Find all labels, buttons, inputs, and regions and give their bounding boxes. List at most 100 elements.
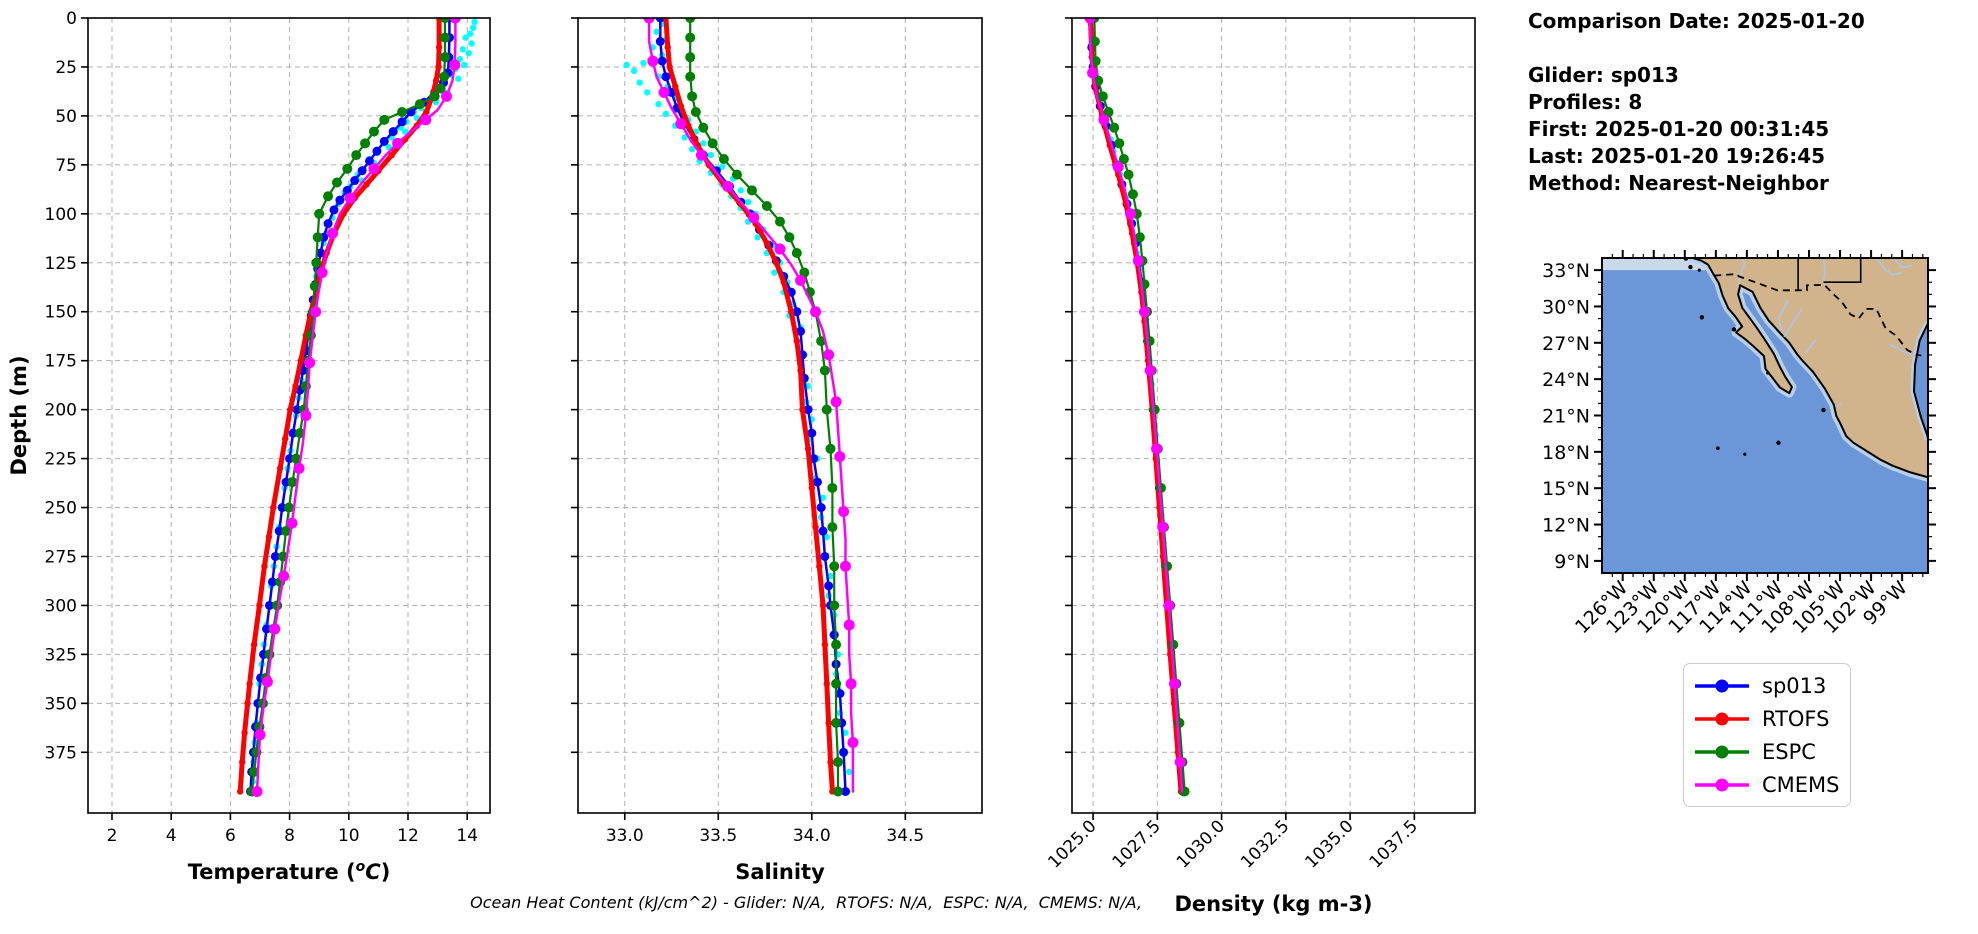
profile-count: Profiles: 8 <box>1528 90 1643 114</box>
plot-area <box>623 18 859 797</box>
series-ESPC <box>685 18 843 797</box>
map-ticks <box>1594 250 1936 581</box>
map-inset: 33°N30°N27°N24°N21°N18°N15°N12°N9°N126°W… <box>1542 250 1936 638</box>
legend: sp013 RTOFS ESPC CMEMS <box>1683 663 1851 807</box>
y-tick-label: 350 <box>45 694 77 714</box>
island <box>1766 371 1770 375</box>
first-profile-time: First: 2025-01-20 00:31:45 <box>1528 117 1830 141</box>
legend-label: RTOFS <box>1762 706 1830 731</box>
island <box>1731 327 1737 332</box>
plot-area <box>236 18 478 797</box>
x-tick-label: 1035.0 <box>1301 816 1357 872</box>
glider-raw-scatter <box>249 18 478 795</box>
island <box>1716 446 1720 451</box>
island <box>1688 264 1693 270</box>
map-lat-tick-label: 9°N <box>1554 551 1590 573</box>
y-tick-label: 100 <box>45 205 77 225</box>
island <box>1699 315 1705 320</box>
map-lat-tick-label: 21°N <box>1542 406 1590 428</box>
rtofs-line-marker-icon <box>1695 712 1749 725</box>
espc-line-marker-icon <box>1695 745 1749 758</box>
map-lat-tick-label: 30°N <box>1542 296 1590 318</box>
x-tick-label: 10 <box>338 826 360 846</box>
y-axis <box>1065 17 1072 754</box>
state-boundary <box>1823 258 1862 283</box>
y-axis: 0 25 50 75 100 125 150 175 200 225 250 275 300 325 350… <box>45 9 88 763</box>
river <box>1778 300 1790 331</box>
comparison-date: Comparison Date: 2025-01-20 <box>1528 9 1865 33</box>
island <box>1821 407 1826 413</box>
x-tick-label: 1027.5 <box>1109 816 1165 872</box>
y-tick-label: 25 <box>55 58 77 78</box>
series-CMEMS <box>643 18 859 793</box>
river <box>1875 258 1903 276</box>
info-spacer <box>1528 35 1865 62</box>
y-tick-label: 175 <box>45 352 77 372</box>
x-tick-label: 34.5 <box>886 826 924 846</box>
x-axis-label: Salinity <box>735 860 825 884</box>
plot-area <box>1084 18 1190 797</box>
gridlines <box>578 17 982 813</box>
series-CMEMS <box>1084 18 1186 793</box>
x-tick-label: 1037.5 <box>1366 816 1422 872</box>
y-axis-label: Depth (m) <box>7 355 31 475</box>
y-axis <box>571 17 578 754</box>
map-lat-tick-label: 33°N <box>1542 260 1590 282</box>
x-axis-label: Density (kg m-3) <box>1174 892 1372 916</box>
salinity-panel: 33.0 33.5 34.0 34.5 Salinity <box>571 17 983 884</box>
y-tick-label: 275 <box>45 547 77 567</box>
method: Method: Nearest-Neighbor <box>1528 171 1829 195</box>
y-tick-label: 75 <box>55 156 77 176</box>
x-tick-label: 8 <box>284 826 295 846</box>
series-RTOFS <box>662 18 836 795</box>
island <box>1743 452 1747 456</box>
us-mexico-border <box>1714 273 1922 357</box>
x-tick-label: 6 <box>225 826 236 846</box>
river <box>1836 402 1842 408</box>
island <box>1697 268 1701 272</box>
sp013-line-marker-icon <box>1695 679 1749 692</box>
x-tick-label: 1030.0 <box>1173 816 1229 872</box>
glider-raw-scatter <box>623 20 853 795</box>
x-tick-label: 1032.5 <box>1237 816 1293 872</box>
y-tick-label: 200 <box>45 401 77 421</box>
x-tick-label: 1025.0 <box>1044 816 1100 872</box>
y-tick-label: 225 <box>45 450 77 470</box>
gridlines <box>1072 17 1475 813</box>
series-CMEMS <box>251 18 461 797</box>
map-lat-tick-label: 12°N <box>1542 515 1590 537</box>
y-tick-label: 325 <box>45 645 77 665</box>
river <box>1738 258 1746 285</box>
x-tick-label: 14 <box>456 826 478 846</box>
y-tick-label: 125 <box>45 254 77 274</box>
map-lat-tick-label: 18°N <box>1542 442 1590 464</box>
legend-label: sp013 <box>1762 673 1827 698</box>
x-axis: 1025.0 1027.5 1030.0 1032.5 1035.0 1037.5 <box>1044 813 1422 873</box>
y-tick-label: 50 <box>55 107 77 127</box>
series-sp013 <box>246 18 454 796</box>
x-tick-label: 34.0 <box>793 826 831 846</box>
legend-entry-espc: ESPC <box>1694 735 1840 768</box>
cmems-line-marker-icon <box>1695 778 1749 791</box>
x-axis-label: Temperature (oC) <box>188 859 391 884</box>
river <box>1893 258 1913 269</box>
series-RTOFS <box>1087 18 1185 795</box>
last-profile-time: Last: 2025-01-20 19:26:45 <box>1528 144 1826 168</box>
legend-entry-cmems: CMEMS <box>1694 768 1840 801</box>
y-tick-label: 0 <box>66 9 77 29</box>
legend-entry-rtofs: RTOFS <box>1694 702 1840 735</box>
island <box>1776 440 1781 445</box>
river <box>1888 343 1915 357</box>
glider-name: Glider: sp013 <box>1528 63 1679 87</box>
comparison-info: Comparison Date: 2025-01-20 Glider: sp01… <box>1528 8 1865 197</box>
x-tick-label: 2 <box>107 826 118 846</box>
legend-label: CMEMS <box>1762 772 1840 797</box>
ocean-heat-content-footnote: Ocean Heat Content (kJ/cm^2) - Glider: N… <box>470 893 1142 912</box>
map-lat-tick-label: 15°N <box>1542 478 1590 500</box>
legend-entry-sp013: sp013 <box>1694 669 1840 702</box>
shelf-band <box>1602 258 1714 271</box>
x-tick-label: 4 <box>166 826 177 846</box>
x-axis: 33.0 33.5 34.0 34.5 <box>606 813 924 846</box>
